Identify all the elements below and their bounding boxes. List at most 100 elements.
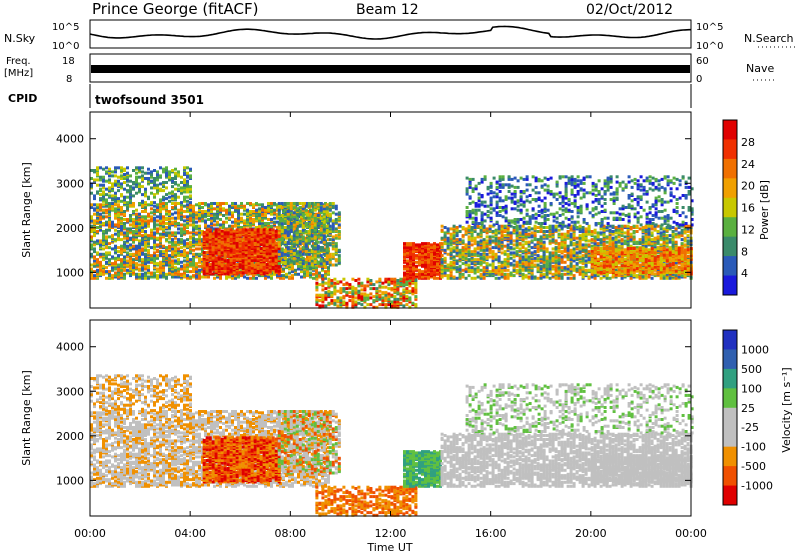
power-cell (301, 246, 305, 250)
power-cell (232, 232, 236, 236)
power-cell (282, 274, 285, 278)
power-cell (135, 250, 138, 254)
power-cell (141, 204, 144, 208)
power-cell (301, 204, 305, 208)
power-cell (393, 277, 397, 281)
power-cell (159, 252, 162, 256)
power-cell (177, 258, 180, 262)
power-cell (138, 275, 141, 279)
power-cell (135, 275, 138, 279)
power-cell (138, 258, 141, 262)
power-cell (96, 203, 99, 207)
power-cell (406, 264, 409, 268)
power-cell (132, 240, 135, 244)
power-cell (280, 206, 284, 209)
power-cell (318, 304, 322, 308)
power-cell (150, 246, 153, 250)
power-cell (168, 173, 171, 176)
power-cell (470, 234, 474, 238)
power-cell (288, 271, 291, 275)
power-cell (114, 274, 117, 278)
power-cell (322, 210, 326, 213)
power-cell (464, 254, 468, 258)
power-cell (129, 201, 132, 205)
power-cell (192, 210, 195, 213)
power-cell (464, 263, 468, 267)
power-cell (117, 275, 120, 279)
power-cell (165, 212, 168, 216)
power-cell (418, 243, 421, 247)
power-cell (412, 267, 415, 271)
power-cell (298, 247, 302, 251)
power-cell (226, 243, 230, 246)
power-cell (277, 252, 281, 256)
power-cell (476, 262, 480, 266)
power-cell (301, 202, 305, 205)
power-cell (180, 246, 183, 250)
power-cell (126, 189, 129, 193)
power-cell (141, 226, 144, 229)
power-cell (345, 305, 349, 309)
power-cell (412, 270, 415, 274)
power-cell (298, 210, 302, 213)
power-cell (135, 230, 138, 233)
power-cell (270, 210, 273, 213)
power-cell (399, 292, 403, 296)
power-cell (414, 291, 418, 295)
power-cell (162, 235, 165, 239)
power-cell (111, 234, 114, 238)
power-cell (238, 233, 242, 237)
power-cell (105, 179, 108, 183)
power-cell (366, 277, 370, 281)
power-cell (156, 170, 159, 174)
power-cell (476, 232, 480, 236)
power-cell (455, 238, 459, 242)
power-cell (258, 222, 261, 225)
power-cell (213, 202, 216, 205)
power-cell (283, 252, 287, 256)
power-cell (99, 166, 102, 170)
power-cell (153, 201, 156, 205)
power-cell (372, 287, 376, 291)
power-cell (138, 255, 141, 259)
power-cell (126, 183, 129, 187)
power-cell (108, 174, 111, 178)
power-cell (147, 264, 150, 268)
power-cell (213, 207, 216, 211)
power-cell (102, 190, 105, 194)
power-cell (198, 208, 201, 212)
power-cell (372, 295, 376, 299)
power-cell (295, 240, 299, 244)
power-cell (96, 258, 99, 262)
power-cell (192, 266, 195, 270)
power-cell (354, 279, 358, 282)
power-cell (430, 243, 433, 247)
power-cell (264, 208, 267, 212)
power-cell (108, 251, 111, 255)
power-cell (482, 224, 486, 228)
power-cell (470, 266, 474, 270)
power-cell (183, 223, 186, 227)
power-cell (105, 228, 108, 232)
power-cell (111, 247, 114, 251)
power-cell (369, 296, 373, 300)
power-cell (443, 234, 447, 238)
power-cell (336, 280, 340, 284)
power-cell (192, 207, 195, 211)
power-cell (126, 171, 129, 175)
power-cell (427, 275, 430, 279)
power-cell (174, 240, 177, 244)
power-cell (256, 267, 260, 270)
power-cell (247, 228, 251, 232)
power-cell (473, 258, 477, 262)
power-cell (298, 230, 302, 233)
power-cell (473, 236, 477, 240)
power-cell (339, 289, 343, 293)
power-cell (436, 243, 439, 247)
power-cell (189, 216, 192, 220)
power-cell (228, 216, 231, 220)
power-cell (99, 212, 102, 216)
power-cell (476, 254, 480, 258)
power-cell (135, 222, 138, 225)
power-cell (307, 248, 311, 252)
